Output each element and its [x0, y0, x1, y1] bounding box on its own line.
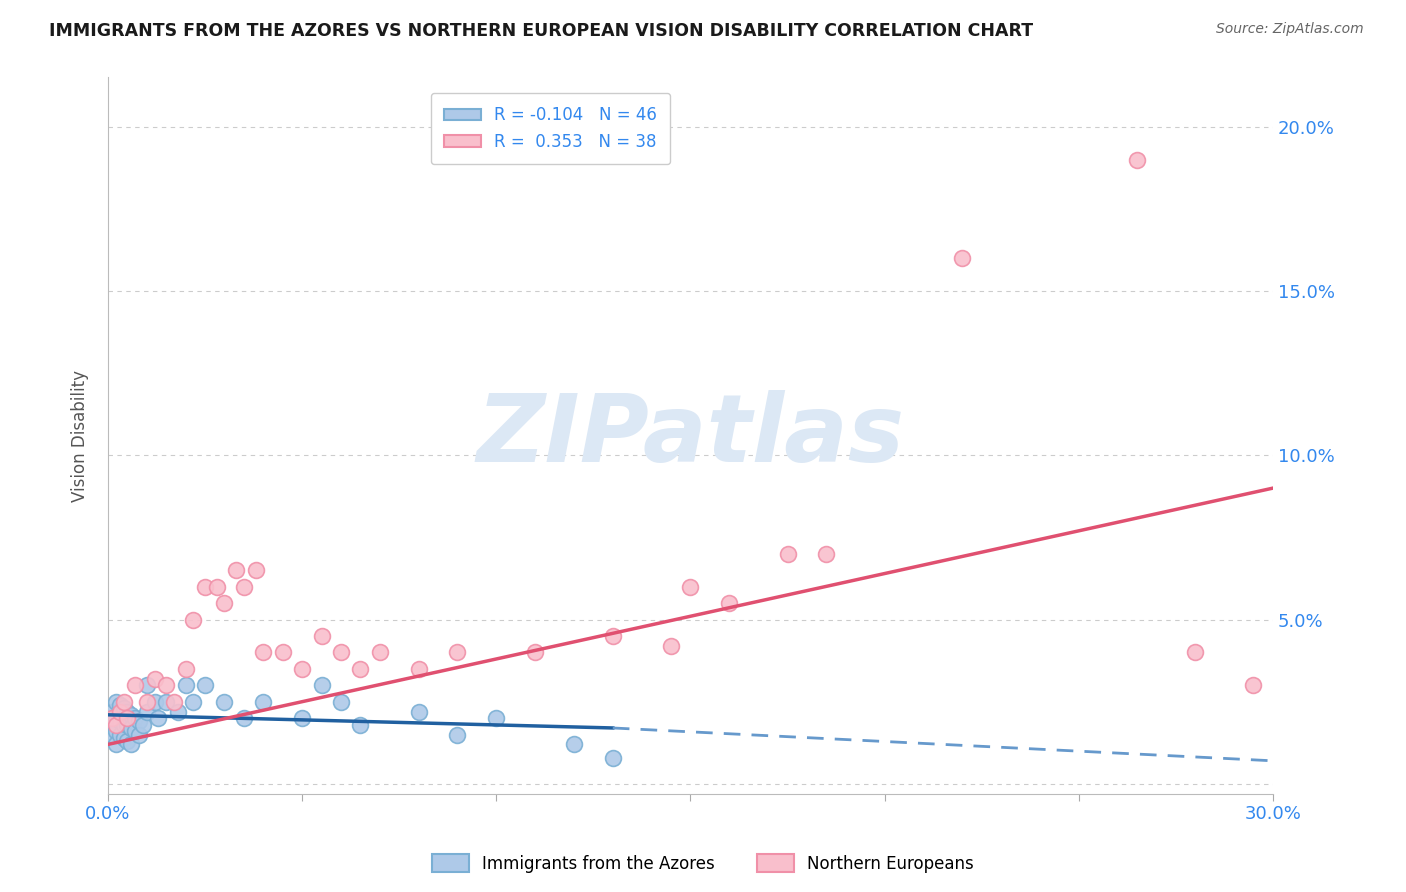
Point [135, 678, 157, 692]
Point [97, 711, 120, 725]
Point [101, 711, 124, 725]
Point [245, 563, 267, 577]
Point [112, 701, 135, 715]
Point [155, 678, 177, 692]
Point [112, 731, 135, 745]
Point [124, 724, 146, 739]
Point [232, 711, 254, 725]
Point [349, 662, 371, 676]
Point [101, 717, 124, 731]
Point [1184, 645, 1206, 659]
Point [108, 698, 131, 712]
Point [330, 695, 353, 709]
Point [214, 596, 236, 610]
Point [194, 678, 217, 692]
Point [167, 705, 190, 719]
Point [117, 717, 139, 731]
Point [120, 738, 142, 752]
Point [120, 721, 142, 735]
Point [104, 695, 127, 709]
Point [291, 662, 314, 676]
Point [135, 695, 157, 709]
Point [1126, 153, 1149, 167]
Text: IMMIGRANTS FROM THE AZORES VS NORTHERN EUROPEAN VISION DISABILITY CORRELATION CH: IMMIGRANTS FROM THE AZORES VS NORTHERN E… [49, 22, 1033, 40]
Point [101, 705, 124, 719]
Point [128, 714, 150, 729]
Point [183, 613, 205, 627]
Point [679, 580, 702, 594]
Point [155, 695, 177, 709]
Point [815, 547, 838, 561]
Point [349, 717, 371, 731]
Legend: Immigrants from the Azores, Northern Europeans: Immigrants from the Azores, Northern Eur… [426, 847, 980, 880]
Point [101, 727, 124, 741]
Point [408, 662, 430, 676]
Point [104, 711, 127, 725]
Point [112, 717, 135, 731]
Point [485, 711, 508, 725]
Point [174, 678, 197, 692]
Point [368, 645, 391, 659]
Point [104, 717, 127, 731]
Point [143, 672, 166, 686]
Point [1243, 678, 1265, 692]
Point [148, 711, 170, 725]
Point [524, 645, 547, 659]
Point [232, 580, 254, 594]
Point [124, 711, 146, 725]
Point [446, 645, 468, 659]
Point [117, 734, 139, 748]
Point [174, 662, 197, 676]
Point [120, 707, 142, 722]
Point [117, 711, 139, 725]
Point [311, 629, 333, 643]
Point [252, 645, 274, 659]
Point [718, 596, 741, 610]
Legend: R = -0.104   N = 46, R =  0.353   N = 38: R = -0.104 N = 46, R = 0.353 N = 38 [430, 93, 671, 164]
Point [446, 727, 468, 741]
Point [776, 547, 799, 561]
Point [104, 738, 127, 752]
Point [108, 714, 131, 729]
Point [602, 750, 624, 764]
Point [132, 717, 155, 731]
Point [128, 727, 150, 741]
Y-axis label: Vision Disability: Vision Disability [72, 369, 89, 501]
Point [602, 629, 624, 643]
Point [143, 695, 166, 709]
Point [112, 695, 135, 709]
Point [291, 711, 314, 725]
Point [252, 695, 274, 709]
Point [163, 695, 186, 709]
Point [104, 724, 127, 739]
Point [108, 705, 131, 719]
Point [659, 639, 682, 653]
Point [124, 678, 146, 692]
Point [225, 563, 247, 577]
Point [330, 645, 353, 659]
Point [562, 738, 585, 752]
Point [117, 705, 139, 719]
Point [108, 727, 131, 741]
Point [408, 705, 430, 719]
Point [214, 695, 236, 709]
Point [135, 705, 157, 719]
Text: Source: ZipAtlas.com: Source: ZipAtlas.com [1216, 22, 1364, 37]
Point [271, 645, 294, 659]
Point [311, 678, 333, 692]
Text: ZIPatlas: ZIPatlas [477, 390, 904, 482]
Point [183, 695, 205, 709]
Point [950, 251, 973, 265]
Point [205, 580, 228, 594]
Point [194, 580, 217, 594]
